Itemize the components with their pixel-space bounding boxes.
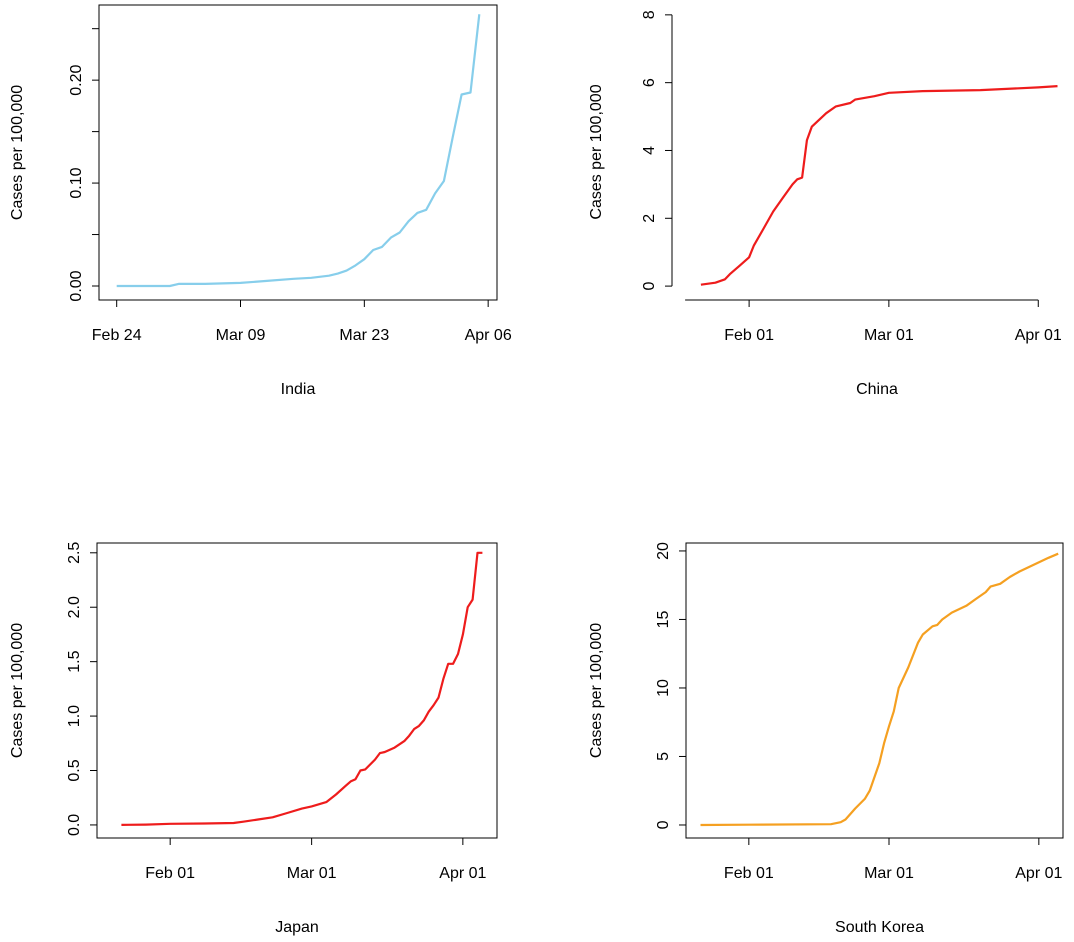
data-line	[700, 85, 1058, 286]
data-line	[700, 552, 1059, 827]
x-tick-label: Apr 06	[465, 327, 512, 344]
data-line	[121, 551, 483, 826]
x-tick-label: Mar 23	[339, 327, 389, 344]
y-tick-label: 1.0	[66, 705, 83, 727]
plot-box	[685, 542, 1064, 839]
y-tick-label: 2	[641, 214, 658, 223]
x-tick-label: Mar 01	[864, 865, 914, 882]
y-tick-label: 2.5	[66, 542, 83, 564]
plot-box	[98, 4, 498, 301]
x-tick-label: Feb 01	[145, 865, 195, 882]
x-axis-label: India	[281, 381, 316, 398]
x-tick-label: Mar 01	[287, 865, 337, 882]
x-axis-label: Japan	[275, 919, 319, 936]
y-tick-label: 0	[641, 282, 658, 291]
y-tick-label: 6	[641, 78, 658, 87]
x-axis-label: South Korea	[835, 919, 924, 936]
x-tick-label: Mar 01	[864, 327, 914, 344]
x-tick-label: Apr 01	[1015, 327, 1062, 344]
x-tick-label: Feb 01	[724, 327, 774, 344]
y-tick-label: 0.5	[66, 759, 83, 781]
x-tick-label: Feb 24	[92, 327, 142, 344]
y-tick-label: 2.0	[66, 596, 83, 618]
y-tick-label: 4	[641, 146, 658, 155]
y-axis-label: Cases per 100,000	[9, 85, 26, 220]
y-tick-label: 8	[641, 10, 658, 19]
y-tick-label: 0.20	[68, 64, 85, 95]
y-tick-label: 5	[655, 752, 672, 761]
y-tick-label: 15	[655, 610, 672, 628]
y-tick-label: 1.5	[66, 650, 83, 672]
y-axis-label: Cases per 100,000	[588, 623, 605, 758]
y-tick-label: 20	[655, 542, 672, 560]
y-tick-label: 0.0	[66, 814, 83, 836]
x-tick-label: Apr 01	[1015, 865, 1062, 882]
y-tick-label: 0.00	[68, 270, 85, 301]
y-axis-label: Cases per 100,000	[9, 623, 26, 758]
x-tick-label: Mar 09	[216, 327, 266, 344]
y-tick-label: 0.10	[68, 167, 85, 198]
plot-box	[96, 542, 498, 839]
x-axis-label: China	[856, 381, 898, 398]
y-tick-label: 10	[655, 679, 672, 697]
y-axis-label: Cases per 100,000	[588, 84, 605, 219]
x-tick-label: Apr 01	[439, 865, 486, 882]
y-tick-label: 0	[655, 820, 672, 829]
data-line	[116, 14, 481, 288]
x-tick-label: Feb 01	[724, 865, 774, 882]
